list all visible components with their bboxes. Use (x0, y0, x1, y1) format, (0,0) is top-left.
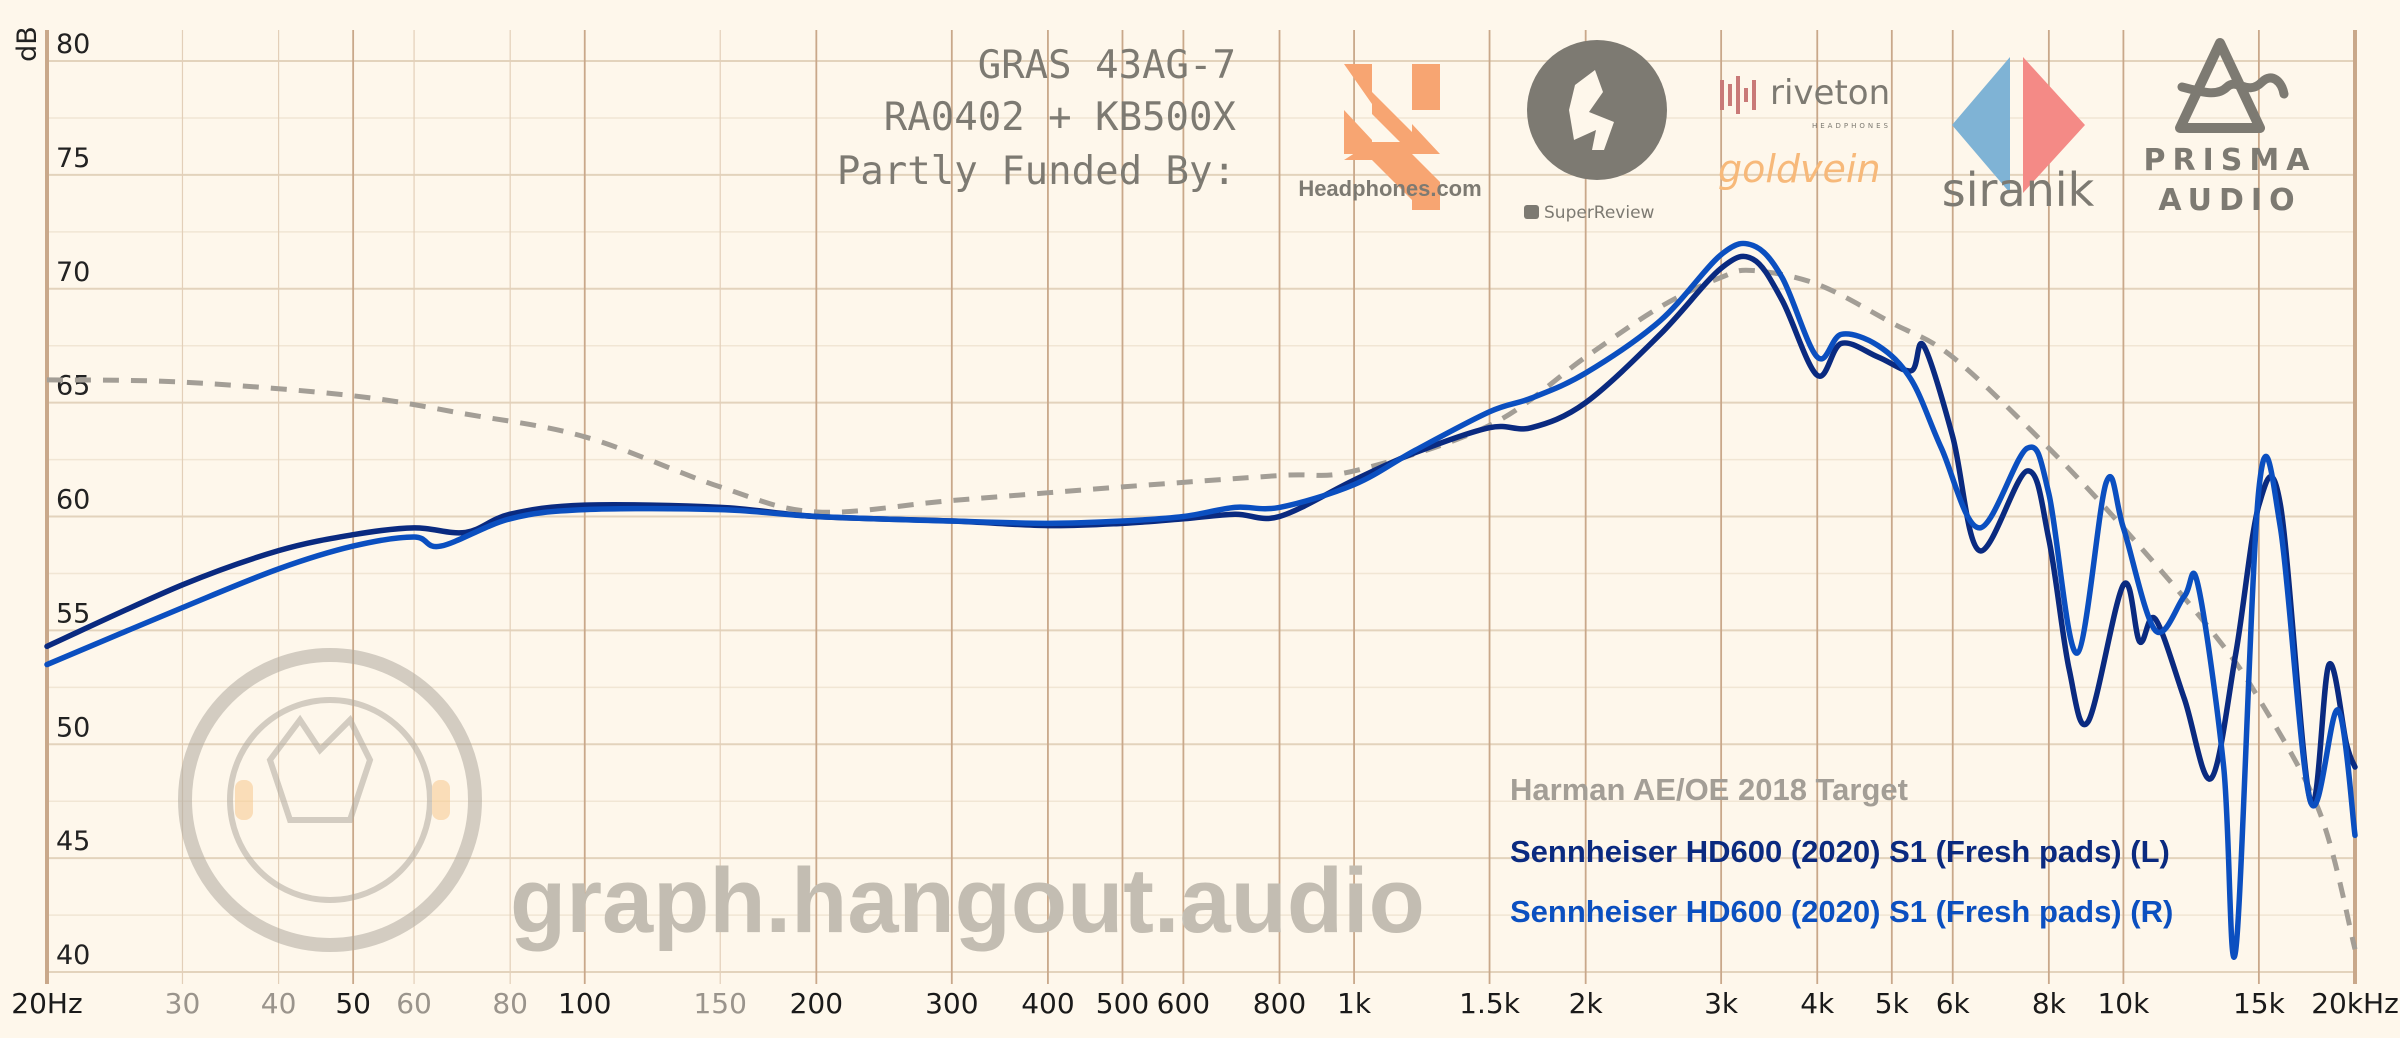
x-tick-label: 15k (2233, 987, 2286, 1020)
x-tick-label: 400 (1021, 987, 1074, 1020)
x-tick-label: 800 (1253, 987, 1306, 1020)
headphones-com-logo: Headphones.com (1298, 64, 1482, 210)
x-tick-label: 30 (165, 987, 201, 1020)
rig-config: RA0402 + KB500X (884, 95, 1237, 140)
x-tick-labels: 20Hz 30 40 50 60 80 100 150 200 300 400 500 600 800 1k… (11, 987, 2399, 1020)
funded-by-label: Partly Funded By: (837, 149, 1236, 194)
svg-text:riveton: riveton (1770, 73, 1890, 113)
y-tick-label: 80 (56, 29, 90, 60)
x-tick-label: 200 (790, 987, 843, 1020)
y-tick-label: 75 (56, 143, 90, 174)
svg-text:HEADPHONES: HEADPHONES (1812, 122, 1891, 130)
hangout-watermark-logo (178, 648, 482, 952)
y-tick-label: 45 (56, 826, 90, 857)
y-tick-label: 70 (56, 257, 90, 288)
prisma-audio-logo: PRISMA AUDIO (2144, 38, 2317, 218)
x-tick-label: 50 (335, 987, 371, 1020)
x-tick-label: 600 (1157, 987, 1210, 1020)
curves (44, 240, 2358, 960)
prisma-audio-text-2: AUDIO (2158, 183, 2301, 218)
svg-text:goldvein: goldvein (1718, 147, 1881, 191)
x-tick-label: 20Hz (11, 987, 82, 1020)
x-tick-label: 6k (1936, 987, 1971, 1020)
prisma-audio-text: PRISMA (2144, 143, 2317, 178)
y-tick-label: 40 (56, 940, 90, 971)
y-tick-label: 60 (56, 485, 90, 516)
siranik-logo: siranik (1942, 57, 2095, 217)
svg-text:Headphones.com: Headphones.com (1298, 176, 1481, 201)
watermark-text: graph.hangout.audio (510, 850, 1425, 952)
x-tick-label: 1k (1337, 987, 1372, 1020)
x-tick-label: 8k (2032, 987, 2067, 1020)
legend-target[interactable]: Harman AE/OE 2018 Target (1510, 772, 1908, 807)
x-tick-label: 2k (1569, 987, 1604, 1020)
x-tick-label: 5k (1875, 987, 1910, 1020)
right-channel-curve (44, 240, 2358, 960)
x-tick-label: 150 (693, 987, 746, 1020)
x-tick-label: 60 (396, 987, 432, 1020)
x-tick-label: 3k (1704, 987, 1739, 1020)
svg-text:SuperReview: SuperReview (1544, 203, 1655, 223)
y-tick-label: 65 (56, 371, 90, 402)
y-tick-labels: 40 45 50 55 60 65 70 75 80 (56, 29, 90, 971)
x-tick-label: 40 (261, 987, 297, 1020)
rig-name: GRAS 43AG-7 (978, 43, 1236, 88)
y-tick-label: 55 (56, 598, 90, 629)
x-tick-label: 80 (492, 987, 528, 1020)
x-tick-label: 4k (1800, 987, 1835, 1020)
legend-left[interactable]: Sennheiser HD600 (2020) S1 (Fresh pads) … (1510, 834, 2170, 869)
x-tick-label: 1.5k (1459, 987, 1521, 1020)
x-tick-label: 20kHz (2311, 987, 2399, 1020)
riveton-logo: riveton HEADPHONES (1720, 73, 1891, 130)
x-tick-label: 500 (1096, 987, 1149, 1020)
legend: Harman AE/OE 2018 Target Sennheiser HD60… (1510, 772, 2173, 929)
y-tick-label: 50 (56, 712, 90, 743)
legend-right[interactable]: Sennheiser HD600 (2020) S1 (Fresh pads) … (1510, 894, 2173, 929)
x-tick-label: 10k (2097, 987, 2150, 1020)
y-axis-label: dB (12, 26, 43, 62)
x-tick-label: 300 (925, 987, 978, 1020)
svg-text:siranik: siranik (1942, 163, 2095, 217)
goldvein-logo: goldvein (1718, 147, 1881, 191)
header-text: GRAS 43AG-7 RA0402 + KB500X Partly Funde… (837, 43, 1237, 194)
x-tick-label: 100 (558, 987, 611, 1020)
superreview-logo: SuperReview (1524, 40, 1667, 223)
